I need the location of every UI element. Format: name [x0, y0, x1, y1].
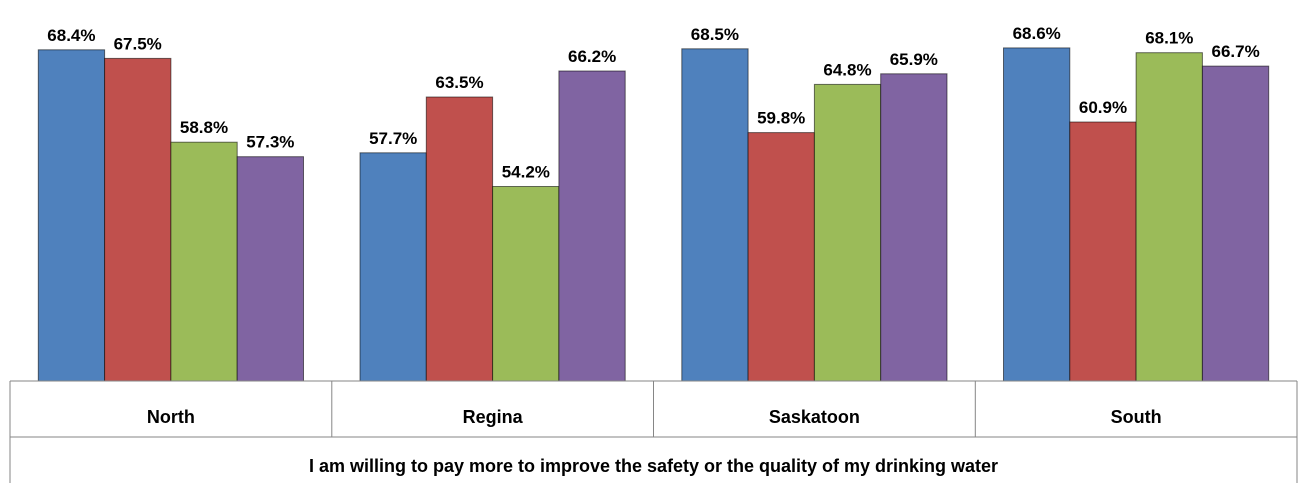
data-label: 66.7% — [1211, 42, 1259, 61]
data-label: 57.3% — [246, 133, 294, 152]
category-label: North — [147, 407, 195, 427]
data-label: 68.1% — [1145, 29, 1193, 48]
category-label: Saskatoon — [769, 407, 860, 427]
bar — [1003, 47, 1071, 382]
bar — [813, 83, 882, 382]
group-label: I am willing to pay more to improve the … — [309, 456, 998, 476]
bar — [1201, 65, 1270, 382]
bar — [880, 73, 948, 382]
bar — [747, 132, 815, 382]
data-label: 63.5% — [435, 73, 483, 92]
bar — [170, 141, 238, 382]
data-label: 57.7% — [369, 129, 417, 148]
bar — [492, 186, 560, 382]
data-label: 60.9% — [1079, 98, 1127, 117]
bar — [558, 70, 626, 382]
data-label: 66.2% — [568, 47, 616, 66]
bar — [104, 57, 172, 382]
data-label: 68.5% — [691, 25, 739, 44]
value-labels-layer: 68.4% 57.7% 68.5% 68.6% 67.5% 63.5% 59.8% 60.9%… — [47, 24, 1259, 182]
bar — [37, 49, 106, 382]
bar — [1069, 121, 1137, 382]
bar — [1135, 52, 1203, 382]
category-label: Regina — [463, 407, 524, 427]
bar — [425, 96, 494, 382]
data-label: 58.8% — [180, 118, 228, 137]
data-label: 54.2% — [502, 163, 550, 182]
bar — [359, 152, 427, 382]
data-label: 68.4% — [47, 26, 95, 45]
category-axis: North Regina Saskatoon South I am willing to… — [9, 380, 1298, 483]
bar — [236, 156, 304, 382]
data-label: 68.6% — [1013, 24, 1061, 43]
bars-layer — [37, 47, 1270, 382]
data-label: 65.9% — [890, 50, 938, 69]
bar — [681, 48, 749, 382]
data-label: 59.8% — [757, 109, 805, 128]
category-label: South — [1111, 407, 1162, 427]
data-label: 67.5% — [114, 34, 162, 53]
data-label: 64.8% — [823, 60, 871, 79]
